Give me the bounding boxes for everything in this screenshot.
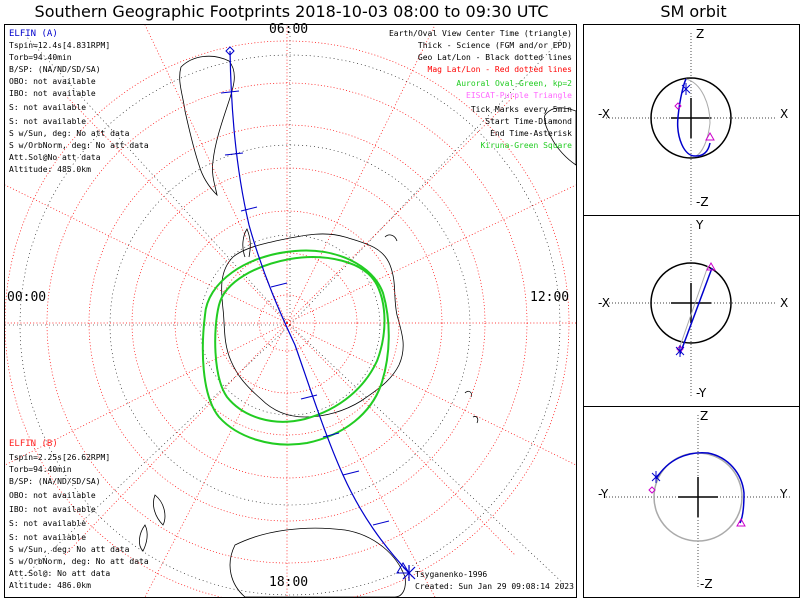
elfin-b-line: Torb=94.40min bbox=[9, 465, 72, 474]
legend-item: Mag Lat/Lon - Red dotted lines bbox=[427, 65, 573, 74]
elfin-a-line: S w/OrbNorm, deg: No att data bbox=[9, 141, 149, 150]
elfin-a-line: S w/Sun, deg: No att data bbox=[9, 129, 130, 138]
sm-orbit-title: SM orbit bbox=[660, 2, 727, 21]
sm-xz-plot bbox=[606, 33, 776, 207]
elfin-a-line: Altitude: 485.0km bbox=[9, 165, 91, 174]
elfin-b-line: B/SP: (NA/ND/SD/SA) bbox=[9, 477, 101, 486]
elfin-a-line: S: not available bbox=[9, 117, 87, 126]
elfin-a-line: Att.Sol@No att data bbox=[9, 153, 101, 162]
legend-item: Auroral Oval-Green, kp=2 bbox=[456, 79, 572, 88]
sm-xy-bottom-label: -Y bbox=[696, 386, 707, 400]
sm-panel-yz: Z -Z -Y Y bbox=[583, 406, 800, 598]
sm-xz-left-label: -X bbox=[598, 107, 610, 121]
footprint-map bbox=[5, 25, 576, 597]
elfin-b-line: S w/Sun, deg: No att data bbox=[9, 545, 130, 554]
elfin-b-line: S: not available bbox=[9, 533, 87, 542]
model-label: Tsyganenko-1996 bbox=[415, 570, 488, 579]
elfin-b-line: S: not available bbox=[9, 519, 87, 528]
sm-xz-bottom-label: -Z bbox=[696, 195, 709, 209]
time-label-left: 00:00 bbox=[7, 290, 47, 305]
sm-xy-top-label: Y bbox=[696, 218, 704, 232]
sm-xz-top-label: Z bbox=[696, 27, 705, 41]
sm-yz-left-label: -Y bbox=[598, 487, 609, 501]
elfin-a-line: B/SP: (NA/ND/SD/SA) bbox=[9, 65, 101, 74]
elfin-a-line: Tspin=12.4s[4.831RPM] bbox=[9, 41, 111, 50]
legend-item: Kiruna-Green Square bbox=[480, 141, 572, 150]
legend-item: Start Time-Diamond bbox=[485, 117, 572, 126]
sm-panel-xy: Y -Y -X X bbox=[583, 215, 800, 407]
geo-grid bbox=[5, 25, 566, 596]
mag-grid bbox=[5, 25, 576, 597]
created-timestamp: Created: Sun Jan 29 09:08:14 2023 bbox=[415, 582, 574, 591]
sm-xy-left-label: -X bbox=[598, 296, 610, 310]
legend-item: Thick - Science (FGM and/or EPD) bbox=[417, 41, 572, 50]
elfin-b-line: Att.Sol@: No att data bbox=[9, 569, 111, 578]
time-label-right: 12:00 bbox=[530, 290, 570, 305]
legend-item: Tick Marks every 5min bbox=[470, 105, 572, 114]
elfin-b-line: Tspin=2.25s[26.62RPM] bbox=[9, 453, 111, 462]
time-label-top: 06:00 bbox=[269, 22, 309, 37]
elfin-a-line: S: not available bbox=[9, 103, 87, 112]
elfin-b-name: ELFIN (B) bbox=[9, 439, 58, 449]
auroral-oval bbox=[201, 249, 390, 446]
legend-item: Geo Lat/Lon - Black dotted lines bbox=[417, 53, 572, 62]
plot-title: Southern Geographic Footprints 2018-10-0… bbox=[34, 2, 549, 21]
sm-xy-plot bbox=[606, 224, 776, 398]
elfin-a-line: OBO: not available bbox=[9, 77, 96, 86]
sm-yz-right-label: Y bbox=[780, 487, 788, 501]
legend-item: End Time-Asterisk bbox=[490, 129, 572, 138]
sm-yz-top-label: Z bbox=[700, 409, 709, 423]
footprint-map-panel: 06:00 00:00 12:00 18:00 ELFIN (A) Tspin=… bbox=[4, 22, 577, 598]
elfin-b-line: OBO: not available bbox=[9, 491, 96, 500]
elfin-a-line: Torb=94.40min bbox=[9, 53, 72, 62]
time-label-bottom: 18:00 bbox=[269, 575, 309, 590]
sm-xy-right-label: X bbox=[780, 296, 789, 310]
elfin-a-track bbox=[220, 46, 416, 581]
start-diamond bbox=[225, 46, 235, 56]
elfin-b-line: IBO: not available bbox=[9, 505, 96, 514]
sm-xz-right-label: X bbox=[780, 107, 789, 121]
sm-yz-plot bbox=[606, 415, 790, 589]
elfin-a-line: IBO: not available bbox=[9, 89, 96, 98]
elfin-a-name: ELFIN (A) bbox=[9, 29, 58, 39]
elfin-b-line: Altitude: 486.0km bbox=[9, 581, 91, 590]
sm-panel-xz: Z -Z -X X bbox=[583, 24, 800, 216]
elfin-b-line: S w/OrbNorm, deg: No att data bbox=[9, 557, 149, 566]
legend-item: Earth/Oval View Center Time (triangle) bbox=[388, 29, 572, 38]
sm-yz-bottom-label: -Z bbox=[700, 577, 713, 591]
legend-item: EISCAT-Purple Triangle bbox=[466, 91, 572, 100]
view-center-triangle bbox=[396, 562, 410, 574]
